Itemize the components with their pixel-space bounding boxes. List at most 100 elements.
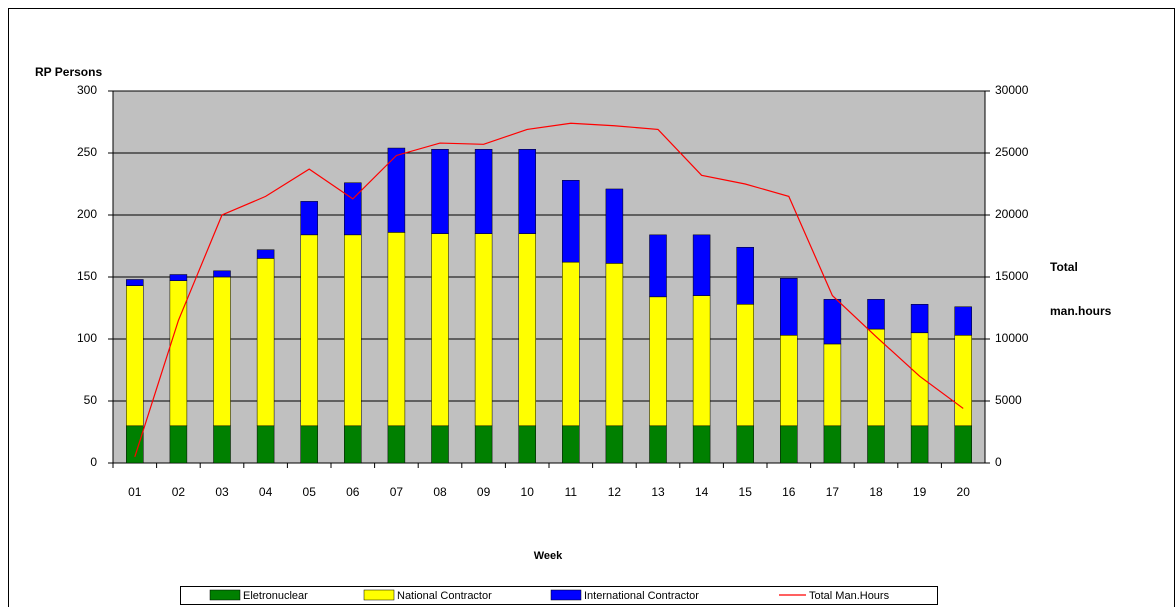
x-tick-label: 15 [739, 485, 753, 499]
bar-segment [431, 233, 449, 427]
x-tick-label: 06 [346, 485, 360, 499]
y-tick-label: 250 [77, 145, 97, 159]
x-tick-label: 20 [957, 485, 971, 499]
bar-segment [649, 234, 667, 298]
bar-segment [474, 233, 493, 427]
chart-border [8, 8, 1175, 607]
bar-segment [823, 299, 842, 345]
legend-swatch [363, 589, 395, 601]
line-series [134, 122, 964, 457]
x-tick-label: 04 [259, 485, 273, 499]
y2-axis-label: man.hours [1050, 304, 1112, 318]
bar-segment [562, 261, 580, 427]
x-tick-label: 02 [172, 485, 186, 499]
x-tick-label: 10 [521, 485, 535, 499]
bar-segment [780, 335, 798, 427]
bar-segment [562, 425, 580, 464]
bar-segment [300, 201, 318, 236]
y2-tick-label: 10000 [995, 331, 1029, 345]
y2-axis-label: Total [1050, 260, 1078, 274]
bar-segment [780, 277, 798, 336]
bar-segment [169, 280, 188, 427]
bar-segment [344, 425, 362, 464]
bar-segment [605, 425, 624, 464]
bar-segment [954, 425, 972, 464]
y-tick-label: 300 [77, 83, 97, 97]
x-tick-label: 11 [565, 485, 578, 499]
bar-segment [518, 425, 536, 464]
bar-segment [780, 425, 798, 464]
bar-segment [867, 299, 885, 330]
bar-segment [126, 425, 144, 464]
bar-segment [300, 425, 318, 464]
bar-segment [649, 425, 667, 464]
bar-segment [300, 234, 318, 427]
y-tick-label: 200 [77, 207, 97, 221]
bar-segment [605, 263, 624, 427]
bar-segment [649, 296, 667, 427]
legend-label: International Contractor [584, 590, 699, 602]
bar-segment [387, 147, 406, 233]
bar-segment [518, 233, 536, 427]
bar-segment [736, 304, 754, 427]
bar-segment [692, 295, 711, 427]
y-tick-label: 100 [77, 331, 97, 345]
x-tick-label: 05 [303, 485, 317, 499]
bar-segment [431, 149, 449, 234]
bar-segment [344, 182, 362, 236]
x-tick-label: 09 [477, 485, 491, 499]
x-tick-label: 03 [215, 485, 229, 499]
bar-segment [126, 285, 144, 427]
x-tick-label: 17 [826, 485, 840, 499]
bar-segment [823, 425, 842, 464]
x-tick-label: 07 [390, 485, 404, 499]
bar-segment [213, 276, 231, 427]
bar-segment [867, 328, 885, 427]
x-tick-label: 19 [913, 485, 927, 499]
bar-segment [954, 306, 972, 336]
bar-segment [692, 234, 711, 296]
x-axis-label: Week [534, 550, 563, 562]
bar-segment [910, 425, 929, 464]
bar-segment [954, 335, 972, 427]
bar-segment [692, 425, 711, 464]
y-tick-label: 0 [90, 455, 97, 469]
bar-segment [867, 425, 885, 464]
bar-segment [736, 425, 754, 464]
bar-segment [910, 332, 929, 427]
bar-segment [474, 149, 493, 234]
bar-segment [169, 274, 188, 281]
legend-label: Total Man.Hours [809, 590, 890, 602]
y-axis-label: RP Persons [35, 65, 102, 79]
bar-segment [387, 425, 406, 464]
bar-segment [256, 249, 275, 259]
legend-swatch [550, 589, 582, 601]
bar-segment [910, 304, 929, 334]
bar-segment [169, 425, 188, 464]
bar-segment [823, 343, 842, 427]
legend-label: National Contractor [397, 590, 492, 602]
x-tick-label: 12 [608, 485, 622, 499]
bar-segment [474, 425, 493, 464]
bar-segment [387, 232, 406, 427]
x-tick-label: 08 [433, 485, 447, 499]
x-tick-label: 13 [651, 485, 665, 499]
bar-segment [562, 180, 580, 263]
bar-segment [256, 425, 275, 464]
x-tick-label: 01 [128, 485, 142, 499]
y-tick-label: 50 [84, 393, 98, 407]
bar-segment [213, 270, 231, 278]
legend-label: Eletronuclear [243, 590, 308, 602]
y2-tick-label: 25000 [995, 145, 1029, 159]
bar-segment [256, 258, 275, 427]
y2-tick-label: 15000 [995, 269, 1029, 283]
y2-tick-label: 20000 [995, 207, 1029, 221]
y2-tick-label: 30000 [995, 83, 1029, 97]
legend-swatch [209, 589, 241, 601]
x-tick-label: 14 [695, 485, 709, 499]
y2-tick-label: 5000 [995, 393, 1022, 407]
bar-segment [344, 234, 362, 427]
bar-segment [213, 425, 231, 464]
